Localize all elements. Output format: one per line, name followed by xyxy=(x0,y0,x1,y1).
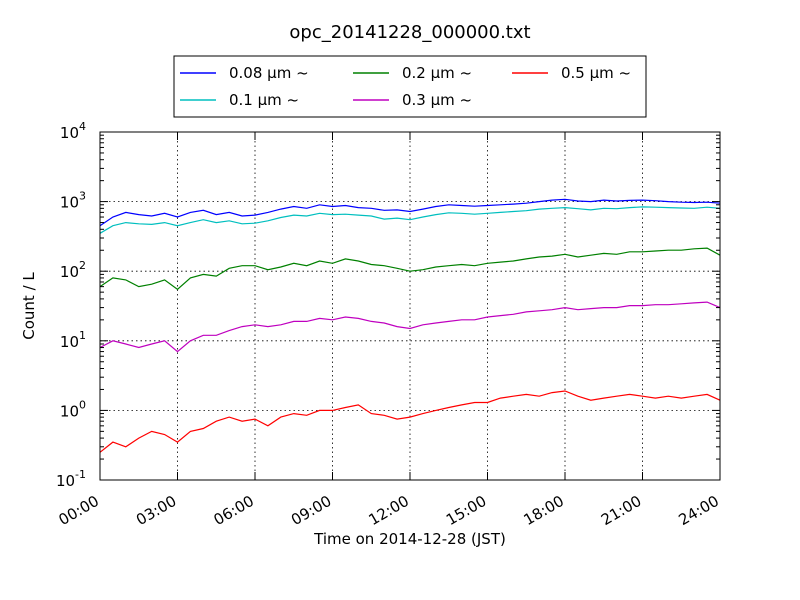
plot-lines xyxy=(99,198,721,453)
y-tick-label: 103 xyxy=(60,190,86,212)
series-line xyxy=(99,390,721,453)
y-tick-exponent: 3 xyxy=(79,190,86,203)
y-tick-label: 101 xyxy=(60,329,86,351)
legend-label: 0.08 µm ~ xyxy=(229,64,309,82)
x-axis-title: Time on 2014-12-28 (JST) xyxy=(313,530,506,548)
legend: 0.08 µm ~ 0.1 µm ~ 0.2 µm ~ 0.3 µm ~ 0.5 µm … xyxy=(173,55,647,118)
y-tick-exponent: 1 xyxy=(79,329,86,342)
y-tick-label: 10-1 xyxy=(56,468,86,490)
y-tick-exponent: 0 xyxy=(79,398,86,411)
y-axis-title: Count / L xyxy=(20,272,38,340)
legend-label: 0.5 µm ~ xyxy=(561,64,631,82)
y-tick-exponent: 4 xyxy=(79,120,86,133)
legend-label: 0.3 µm ~ xyxy=(402,91,472,109)
y-tick-base: 10 xyxy=(60,263,79,281)
y-tick-label: 102 xyxy=(60,259,86,281)
y-tick-exponent: 2 xyxy=(79,259,86,272)
y-tick-base: 10 xyxy=(60,333,79,351)
legend-box xyxy=(173,55,647,118)
y-tick-base: 10 xyxy=(60,402,79,420)
y-tick-base: 10 xyxy=(60,124,79,142)
y-tick-base: 10 xyxy=(60,194,79,212)
y-tick-exponent: -1 xyxy=(75,468,86,481)
legend-label: 0.1 µm ~ xyxy=(229,91,299,109)
y-tick-base: 10 xyxy=(56,472,75,490)
y-tick-label: 100 xyxy=(60,398,86,420)
series-line xyxy=(99,206,721,234)
series-line xyxy=(99,247,721,291)
series-line xyxy=(99,198,721,227)
y-tick-label: 104 xyxy=(60,120,86,142)
ticks xyxy=(99,131,721,481)
series-line xyxy=(99,301,721,353)
chart-title: opc_20141228_000000.txt xyxy=(289,22,530,43)
legend-label: 0.2 µm ~ xyxy=(402,64,472,82)
